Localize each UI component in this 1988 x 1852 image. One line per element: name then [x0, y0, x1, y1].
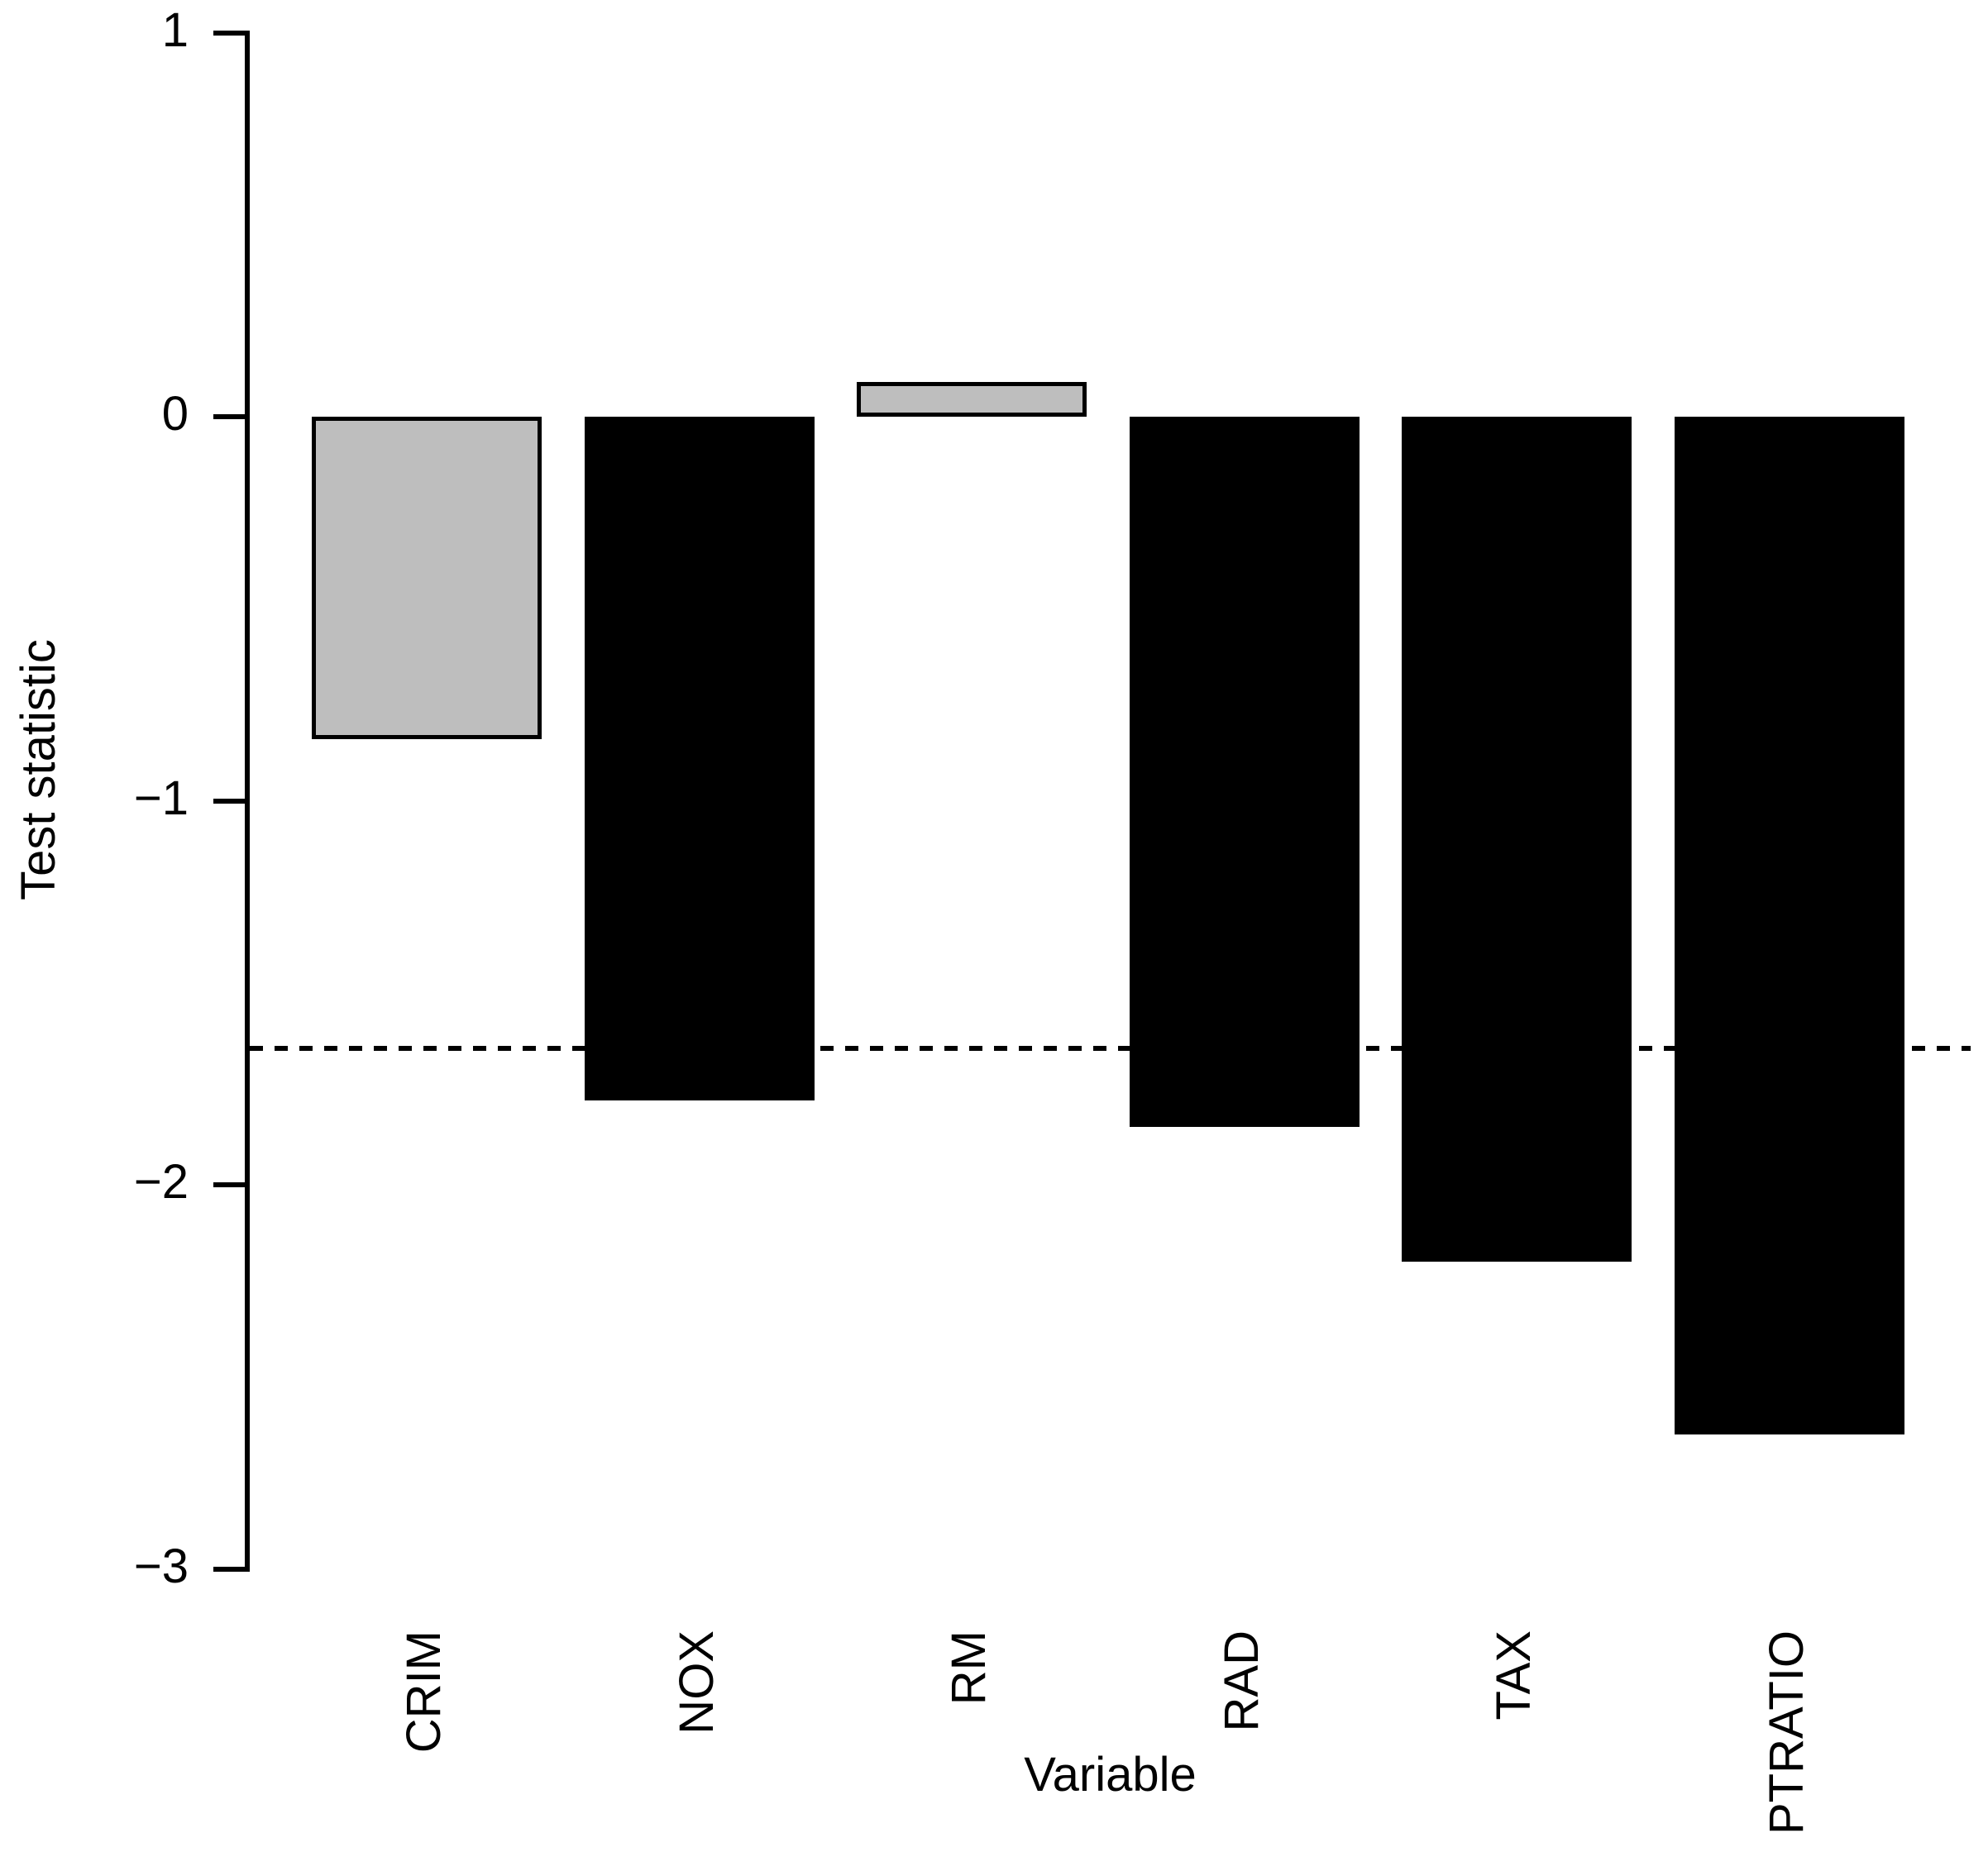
x-axis-title: Variable	[1024, 1748, 1197, 1802]
bar-nox	[584, 417, 815, 1100]
y-axis-tick-−1	[213, 798, 245, 804]
critical-value-line	[250, 1046, 1971, 1052]
y-axis-tick-1	[213, 30, 245, 36]
y-axis-tick-−3	[213, 1566, 245, 1572]
bar-rm	[857, 382, 1087, 417]
bar-rad	[1129, 417, 1360, 1128]
x-tick-label-crim: CRIM	[397, 1630, 451, 1754]
x-tick-label-ptratio: PTRATIO	[1759, 1630, 1814, 1835]
y-axis-tick-−2	[213, 1182, 245, 1187]
y-axis-tick-label-−1: −1	[133, 771, 189, 825]
y-axis-tick-label-−3: −3	[133, 1539, 189, 1593]
x-tick-label-tax: TAX	[1487, 1630, 1541, 1721]
x-tick-label-rm: RM	[942, 1630, 996, 1706]
bar-ptratio	[1674, 417, 1904, 1434]
x-tick-label-nox: NOX	[669, 1630, 724, 1735]
x-tick-label-rad: RAD	[1214, 1630, 1269, 1732]
bar-crim	[312, 417, 542, 740]
y-axis-tick-label-−2: −2	[133, 1155, 189, 1209]
y-axis-tick-0	[213, 414, 245, 419]
y-axis-tick-label-0: 0	[161, 387, 189, 441]
bar-tax	[1402, 417, 1632, 1262]
y-axis-title: Test statistic	[12, 639, 65, 900]
y-axis-tick-label-1: 1	[161, 2, 189, 57]
y-axis-line	[245, 30, 250, 1572]
